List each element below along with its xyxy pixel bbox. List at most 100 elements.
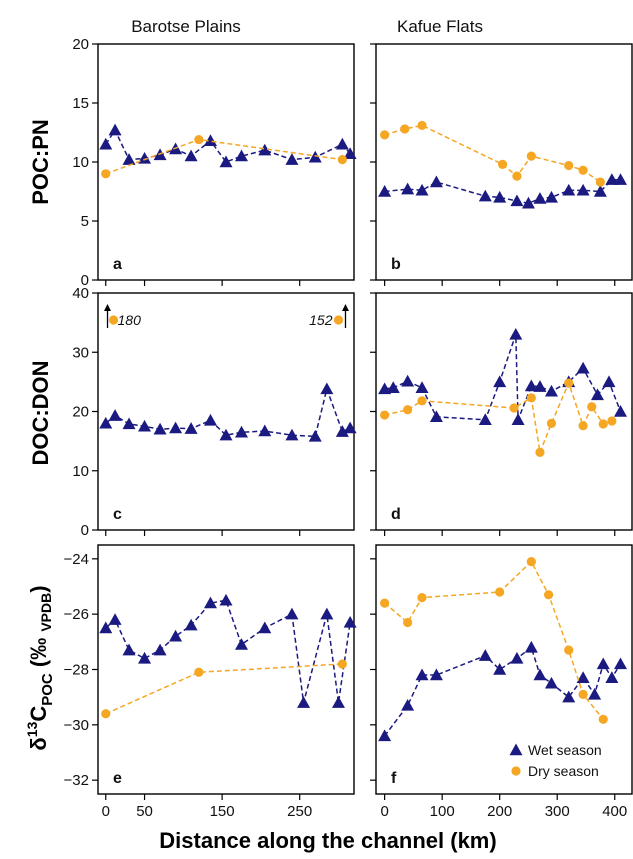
- panel-c-wet-point: [203, 413, 217, 426]
- panel-a-wet-point: [203, 134, 217, 146]
- panel-e-ytick-label: −28: [64, 662, 89, 679]
- panel-b-wet-point: [429, 175, 443, 188]
- panel-a-dry-line: [105, 138, 343, 175]
- panel-d-wet-point: [533, 380, 547, 392]
- unit-sub-vpdb: VPDB: [38, 593, 54, 632]
- panel-c-wet-point: [308, 429, 322, 442]
- panel-f-dry-point: [495, 587, 505, 597]
- panel-f-wet-point: [493, 663, 507, 675]
- panel-a-dry-point: [337, 155, 347, 165]
- panel-e-xtick-label: 50: [136, 803, 153, 820]
- panel-b-dry-point: [417, 120, 427, 131]
- panel-f-wet-point: [533, 668, 547, 681]
- panel-a-ytick-label: 20: [72, 36, 89, 53]
- panel-c-arrow-head: [341, 304, 349, 311]
- panel-f-wet-line: [384, 646, 622, 737]
- panel-d-wet-point: [478, 413, 492, 425]
- panel-d-wet-point: [544, 384, 558, 397]
- column-title-barotse: Barotse Plains: [131, 17, 241, 36]
- panel-d-letter: d: [391, 506, 401, 523]
- panel-f-letter: f: [391, 770, 397, 787]
- panel-f-dry-point: [578, 689, 588, 700]
- panel-b-dry-point: [512, 171, 522, 181]
- panel-e-wet-point: [122, 643, 136, 656]
- panel-d-wet-point: [511, 413, 525, 425]
- panel-f-wet-point: [613, 657, 627, 670]
- panel-d-wet-point: [429, 410, 443, 423]
- panel-b-wet-point: [510, 194, 524, 207]
- panel-e-xtick-label: 150: [210, 803, 235, 820]
- panel-a-ytick-label: 15: [72, 95, 89, 112]
- panel-e-dry-point: [194, 667, 204, 677]
- panel-a-letter: a: [113, 256, 122, 273]
- panel-c-dry-point: [333, 315, 344, 325]
- panel-f-wet-point: [588, 687, 602, 700]
- panel-a-wet-point: [343, 147, 357, 159]
- panel-d-dry-point: [587, 402, 597, 412]
- panel-c-frame: [97, 292, 355, 531]
- panel-b-dry-point: [578, 165, 588, 175]
- panel-c-wet-point: [285, 428, 299, 441]
- panel-a-wet-point: [235, 149, 249, 162]
- panel-c-wet-point: [335, 425, 349, 437]
- panel-d-dry-line: [384, 380, 613, 456]
- panel-d-dry-point: [380, 410, 390, 420]
- panel-c-dry-point: [108, 315, 119, 325]
- panel-f-xtick-label: 200: [487, 803, 512, 820]
- panel-f-dry-point: [543, 590, 554, 600]
- panel-c-wet-point: [258, 424, 272, 437]
- panel-b-wet-point: [521, 196, 535, 209]
- panel-a-dry-point: [101, 169, 111, 179]
- unit-close: ): [26, 585, 51, 592]
- panel-e-frame: [97, 544, 355, 795]
- superscript-13: 13: [24, 721, 40, 737]
- panel-a-ytick-label: 0: [81, 272, 89, 289]
- panel-d-dry-point: [564, 378, 574, 388]
- panel-b-wet-point: [378, 185, 392, 197]
- panel-e-wet-point: [99, 621, 113, 634]
- panel-e-dry-point: [101, 709, 111, 719]
- panel-e-wet-point: [108, 613, 122, 625]
- row-label-docdon: DOC:DON: [28, 360, 53, 465]
- panel-a-wet-point: [108, 123, 122, 136]
- panel-b-dry-point: [380, 130, 390, 140]
- panel-a-wet-point: [219, 155, 233, 168]
- panel-b-wet-point: [593, 185, 607, 197]
- panel-b-wet-point: [605, 173, 619, 185]
- panel-b-dry-point: [497, 159, 508, 169]
- panel-d-wet-point: [602, 375, 616, 388]
- legend-wet-marker: [509, 743, 523, 756]
- panel-a-wet-point: [285, 153, 299, 165]
- legend-wet-label: Wet season: [528, 742, 602, 758]
- panel-d-dry-point: [526, 393, 536, 403]
- panel-d-wet-point: [576, 361, 590, 374]
- panel-a-wet-point: [138, 151, 152, 164]
- panel-e-letter: e: [113, 770, 122, 787]
- panel-a-dry-point: [194, 134, 204, 145]
- panel-f-wet-point: [378, 729, 392, 742]
- panel-b-wet-point: [544, 190, 558, 203]
- panel-b-wet-point: [415, 183, 429, 196]
- delta-symbol: δ: [26, 737, 51, 750]
- panel-e-ytick-label: −24: [64, 551, 89, 568]
- panel-b-wet-point: [478, 189, 492, 202]
- panel-a-wet-point: [308, 150, 322, 163]
- panel-c-wet-point: [219, 428, 233, 441]
- panel-f-dry-point: [380, 598, 390, 608]
- panel-f-wet-point: [510, 651, 524, 664]
- panel-b-wet-point: [493, 190, 507, 203]
- panel-f-wet-point: [576, 671, 590, 683]
- panel-c-arrow-head: [104, 304, 112, 311]
- panel-c-wet-point: [235, 425, 249, 438]
- panel-f-dry-point: [598, 714, 608, 724]
- panel-b-dry-point: [526, 151, 536, 161]
- panel-d-wet-point: [509, 327, 523, 340]
- carbon-symbol: C: [26, 706, 51, 722]
- panel-c-letter: c: [113, 506, 122, 523]
- panel-c-wet-point: [169, 421, 183, 434]
- panel-e-wet-point: [138, 651, 152, 664]
- panel-d-dry-point: [417, 396, 427, 406]
- panel-a-wet-point: [184, 149, 198, 162]
- panel-e-wet-point: [219, 593, 233, 606]
- panel-e-wet-point: [184, 618, 198, 631]
